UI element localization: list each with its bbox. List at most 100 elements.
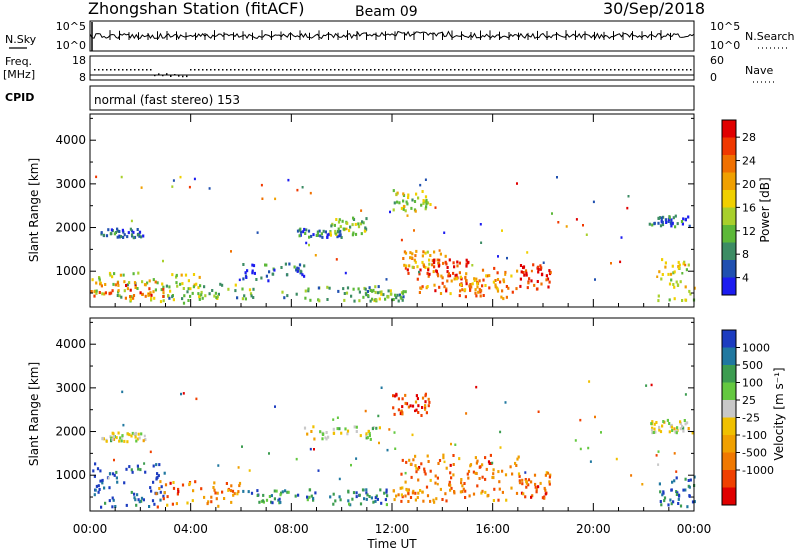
scatter-cell xyxy=(309,447,312,451)
colorbar-cell xyxy=(722,172,736,191)
scatter-cell xyxy=(118,294,121,298)
scatter-cell xyxy=(502,280,506,284)
scatter-cell xyxy=(306,432,309,436)
scatter-cell xyxy=(533,283,536,287)
scatter-cell xyxy=(537,270,540,274)
scatter-cell xyxy=(542,261,545,264)
scatter-cell xyxy=(101,481,104,485)
scatter-cell xyxy=(198,295,201,299)
scatter-cell xyxy=(310,234,313,238)
scatter-cell xyxy=(481,463,484,467)
colorbar-cell xyxy=(722,452,736,471)
scatter-cell xyxy=(681,272,684,275)
scatter-cell xyxy=(187,279,190,283)
scatter-cell xyxy=(673,297,676,301)
nave-dot xyxy=(278,69,280,71)
scatter-cell xyxy=(111,289,114,293)
nave-dot xyxy=(450,69,452,71)
scatter-cell xyxy=(449,488,452,492)
scatter-cell xyxy=(154,280,157,284)
scatter-cell xyxy=(429,499,432,503)
scatter-cell xyxy=(270,494,273,498)
scatter-cell xyxy=(517,455,520,459)
scatter-cell xyxy=(231,489,235,493)
colorbar-tick-label: 1000 xyxy=(742,342,770,355)
scatter-cell xyxy=(688,494,691,498)
scatter-cell xyxy=(261,499,265,503)
scatter-cell xyxy=(377,414,380,418)
scatter-cell xyxy=(429,254,432,257)
scatter-cell xyxy=(409,496,413,499)
scatter-cell xyxy=(389,210,391,214)
scatter-cell xyxy=(459,490,462,494)
scatter-cell xyxy=(423,467,426,471)
scatter-cell xyxy=(308,495,311,499)
scatter-cell xyxy=(533,473,537,477)
scatter-cell xyxy=(162,287,165,291)
scatter-cell xyxy=(414,491,417,495)
scatter-cell xyxy=(192,285,195,289)
scatter-cell xyxy=(197,292,200,296)
scatter-cell xyxy=(535,487,538,491)
scatter-cell xyxy=(189,287,192,291)
scatter-cell xyxy=(524,478,527,481)
scatter-cell xyxy=(162,285,165,289)
scatter-cell xyxy=(493,487,496,491)
nave-dot xyxy=(654,69,656,71)
scatter-cell xyxy=(510,274,513,278)
scatter-cell xyxy=(130,490,133,494)
scatter-cell xyxy=(655,454,658,457)
scatter-cell xyxy=(518,474,521,478)
scatter-cell xyxy=(469,288,472,292)
scatter-cell xyxy=(424,178,427,181)
scatter-cell xyxy=(314,254,317,257)
scatter-cell xyxy=(162,291,165,295)
scatter-cell xyxy=(443,460,446,464)
nave-dot xyxy=(98,69,100,71)
scatter-cell xyxy=(448,258,451,262)
scatter-cell xyxy=(111,505,114,509)
scatter-cell xyxy=(518,479,521,483)
scatter-cell xyxy=(362,221,365,225)
scatter-cell xyxy=(655,421,658,424)
scatter-cell xyxy=(306,495,309,499)
nave-dot xyxy=(138,69,140,71)
nave-dot xyxy=(174,74,176,76)
scatter-cell xyxy=(427,404,430,408)
scatter-cell xyxy=(480,289,483,293)
scatter-cell xyxy=(117,283,120,287)
scatter-cell xyxy=(413,229,415,232)
scatter-cell xyxy=(415,249,418,253)
scatter-cell xyxy=(251,271,254,275)
scatter-cell xyxy=(653,422,656,426)
scatter-cell xyxy=(182,392,185,395)
scatter-cell xyxy=(525,481,528,485)
scatter-cell xyxy=(423,470,426,474)
scatter-cell xyxy=(409,256,412,260)
scatter-cell xyxy=(118,230,121,233)
scatter-cell xyxy=(369,299,372,303)
scatter-cell xyxy=(129,295,132,298)
scatter-cell xyxy=(307,229,311,233)
scatter-cell xyxy=(473,279,476,282)
colorbar-cell xyxy=(722,382,736,401)
scatter-cell xyxy=(630,474,633,477)
colorbar-cell xyxy=(722,330,736,348)
scatter-cell xyxy=(429,469,432,473)
scatter-cell xyxy=(468,284,471,288)
nave-dot xyxy=(406,69,408,71)
scatter-cell xyxy=(417,491,420,495)
scatter-cell xyxy=(651,431,654,435)
scatter-cell xyxy=(534,482,537,486)
scatter-cell xyxy=(265,274,268,278)
scatter-cell xyxy=(298,228,301,232)
scatter-cell xyxy=(130,233,134,237)
colorbar-cell xyxy=(722,487,736,506)
scatter-cell xyxy=(298,234,301,238)
scatter-cell xyxy=(432,258,436,262)
scatter-cell xyxy=(159,300,163,304)
scatter-cell xyxy=(687,428,690,432)
colorbar-tick-label: 100 xyxy=(742,377,763,390)
scatter-cell xyxy=(657,463,660,466)
scatter-cell xyxy=(374,285,377,289)
